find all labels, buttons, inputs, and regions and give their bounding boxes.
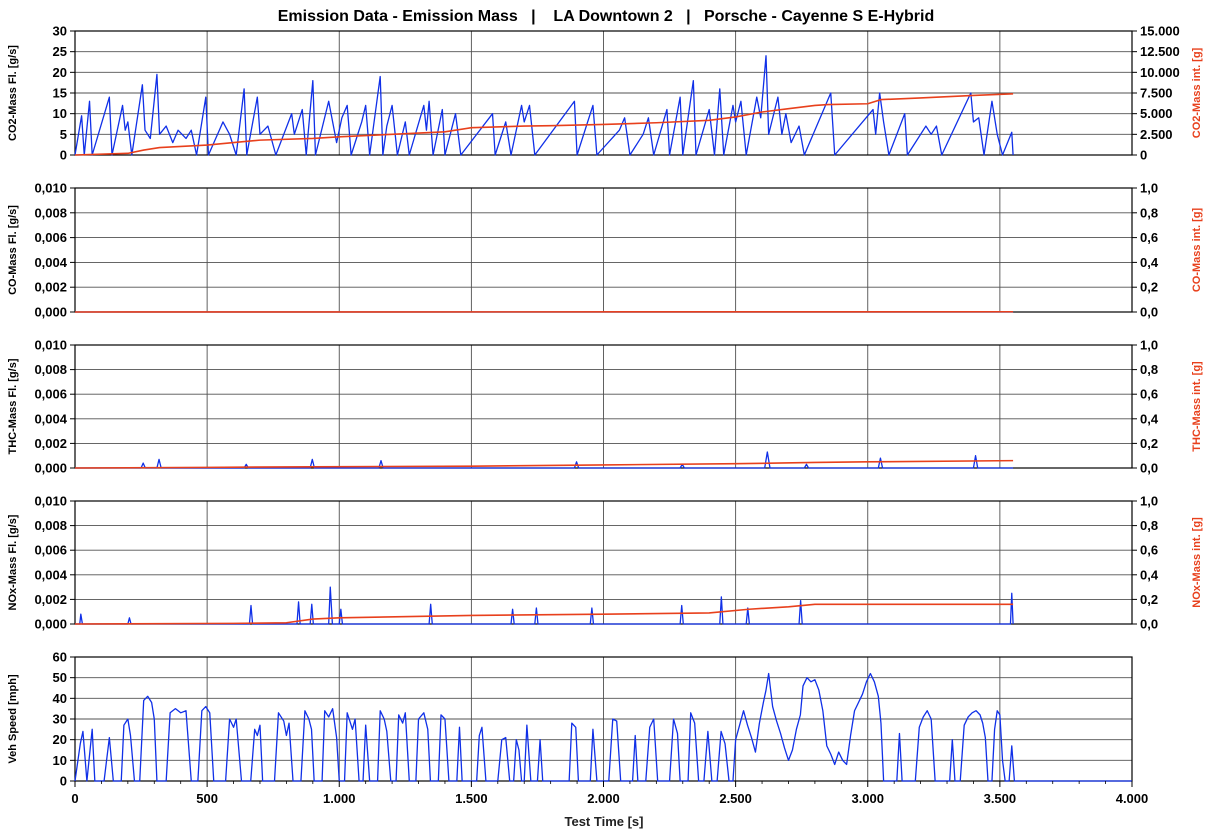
y-axis-label-left: CO2-Mass Fl. [g/s] [7,45,19,141]
y-tick-label-right: 0,0 [1140,305,1158,320]
y-tick-label-left: 0,006 [34,543,67,558]
y-tick-label-left: 0,000 [34,461,67,476]
panel-5: 0 10 20 30 40 50 60 Veh Speed [mph] [7,650,1133,789]
series-integral-line [74,459,1014,469]
y-tick-label-right: 2.500 [1140,127,1173,142]
y-tick-label-right: 7.500 [1140,86,1173,101]
x-tick-label: 3.000 [851,791,884,806]
y-tick-label-left: 50 [53,670,67,685]
chart-panels: 0 5 10 15 20 25 30 0 2.500 5.000 7.500 10.000 12.500… [7,24,1203,789]
series-integral-line [74,603,1014,625]
y-tick-label-left: 0,000 [34,305,67,320]
y-tick-label-left: 0,010 [34,494,67,509]
series-flow-line [75,451,1014,469]
y-tick-label-right: 0,8 [1140,362,1158,377]
y-tick-label-right: 0,2 [1140,592,1158,607]
x-axis-label: Test Time [s] [565,814,644,829]
y-axis-label-left: THC-Mass Fl. [g/s] [7,358,19,454]
y-tick-label-right: 5.000 [1140,106,1173,121]
y-tick-label-right: 1,0 [1140,494,1158,509]
x-tick-label: 4.000 [1116,791,1149,806]
y-axis-label-right: NOx-Mass int. [g] [1191,517,1203,608]
series-flow-line [74,672,1132,782]
y-tick-label-left: 0,010 [34,181,67,196]
y-tick-label-left: 20 [53,65,67,80]
y-tick-label-left: 0,002 [34,592,67,607]
y-tick-label-left: 30 [53,24,67,39]
y-tick-label-right: 0,2 [1140,436,1158,451]
y-tick-label-right: 1,0 [1140,181,1158,196]
y-tick-label-right: 12.500 [1140,44,1180,59]
y-axis-label-right: THC-Mass int. [g] [1191,361,1203,452]
y-tick-label-right: 0,6 [1140,543,1158,558]
y-axis-label-right: CO-Mass int. [g] [1191,208,1203,293]
y-tick-label-left: 0,006 [34,387,67,402]
panel-4: 0,000 0,002 0,004 0,006 0,008 0,010 0,0 0,2 0,4 0… [7,494,1203,632]
y-tick-label-left: 40 [53,691,67,706]
y-tick-label-left: 0,002 [34,436,67,451]
y-tick-label-right: 0,2 [1140,280,1158,295]
y-tick-label-left: 10 [53,753,67,768]
y-tick-label-right: 0,4 [1140,567,1159,582]
y-tick-label-right: 0,8 [1140,518,1158,533]
y-tick-label-right: 0,4 [1140,411,1159,426]
y-tick-label-left: 0,004 [34,567,67,582]
y-tick-label-left: 20 [53,732,67,747]
x-tick-label: 0 [71,791,78,806]
y-axis-label-right: CO2-Mass int. [g] [1191,47,1203,138]
x-axis: 0 500 1.000 1.500 2.000 2.500 3.000 3.500 4.000 [71,781,1148,806]
y-tick-label-left: 0,002 [34,280,67,295]
y-tick-label-right: 0,8 [1140,205,1158,220]
y-tick-label-left: 0,000 [34,617,67,632]
panel-2: 0,000 0,002 0,004 0,006 0,008 0,010 0,0 0,2 0,4 0… [7,181,1203,320]
y-tick-label-right: 0 [1140,148,1147,163]
x-tick-label: 3.500 [984,791,1017,806]
y-tick-label-right: 15.000 [1140,24,1180,39]
x-tick-label: 1.000 [323,791,356,806]
y-tick-label-left: 0,008 [34,205,67,220]
y-tick-label-left: 0,008 [34,362,67,377]
y-tick-label-right: 0,0 [1140,461,1158,476]
x-tick-label: 2.000 [587,791,620,806]
y-tick-label-left: 0,004 [34,411,67,426]
y-tick-label-left: 60 [53,650,67,665]
chart-title: Emission Data - Emission Mass | LA Downt… [278,8,935,25]
y-tick-label-left: 0 [60,774,67,789]
series-integral-line [74,93,1014,156]
x-tick-label: 1.500 [455,791,488,806]
y-tick-label-left: 0 [60,148,67,163]
y-tick-label-left: 0,008 [34,518,67,533]
y-tick-label-left: 0,006 [34,230,67,245]
series-flow-line [74,55,1014,156]
y-tick-label-left: 15 [53,86,67,101]
y-tick-label-right: 0,0 [1140,617,1158,632]
y-tick-label-left: 0,004 [34,255,67,270]
y-tick-label-left: 10 [53,106,67,121]
panel-1: 0 5 10 15 20 25 30 0 2.500 5.000 7.500 10.000 12.500… [7,24,1203,163]
y-axis-label-left: NOx-Mass Fl. [g/s] [7,514,19,610]
y-tick-label-right: 0,4 [1140,255,1159,270]
panel-3: 0,000 0,002 0,004 0,006 0,008 0,010 0,0 0,2 0,4 0… [7,338,1203,476]
y-tick-label-right: 1,0 [1140,338,1158,353]
x-tick-label: 500 [196,791,218,806]
y-tick-label-left: 25 [53,44,67,59]
y-tick-label-right: 10.000 [1140,65,1180,80]
series-flow-line [75,586,1014,625]
y-axis-label-left: CO-Mass Fl. [g/s] [7,205,19,295]
y-tick-label-left: 0,010 [34,338,67,353]
y-axis-label-left: Veh Speed [mph] [7,674,19,764]
y-tick-label-left: 30 [53,712,67,727]
y-tick-label-left: 5 [60,127,67,142]
y-tick-label-right: 0,6 [1140,387,1158,402]
y-tick-label-right: 0,6 [1140,230,1158,245]
x-tick-label: 2.500 [719,791,752,806]
